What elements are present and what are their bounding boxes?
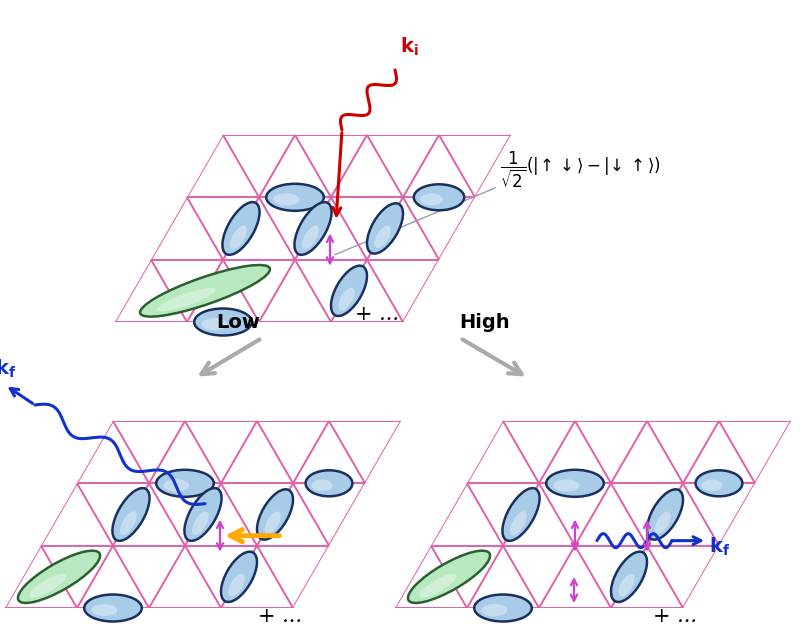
Ellipse shape <box>414 184 464 211</box>
Ellipse shape <box>221 552 257 602</box>
Ellipse shape <box>202 318 227 330</box>
Ellipse shape <box>338 288 354 310</box>
Ellipse shape <box>163 479 190 492</box>
Text: High: High <box>460 313 510 332</box>
Ellipse shape <box>302 225 318 249</box>
Text: $\dfrac{1}{\sqrt{2}}(|\!\uparrow\downarrow\rangle - |\!\downarrow\uparrow\rangle: $\dfrac{1}{\sqrt{2}}(|\!\uparrow\downarr… <box>500 150 661 190</box>
Ellipse shape <box>331 266 367 316</box>
Ellipse shape <box>113 488 150 541</box>
Text: $\mathbf{k_f}$: $\mathbf{k_f}$ <box>709 536 730 558</box>
Ellipse shape <box>554 479 579 492</box>
Ellipse shape <box>294 202 331 255</box>
Text: + ...: + ... <box>258 607 302 626</box>
Ellipse shape <box>306 470 352 496</box>
Ellipse shape <box>367 204 403 253</box>
Ellipse shape <box>156 470 214 497</box>
Ellipse shape <box>696 470 742 496</box>
Ellipse shape <box>274 193 299 205</box>
Ellipse shape <box>30 574 66 598</box>
Ellipse shape <box>266 184 324 211</box>
Ellipse shape <box>618 574 634 596</box>
Text: + ...: + ... <box>653 607 697 626</box>
Ellipse shape <box>420 193 442 205</box>
Ellipse shape <box>419 574 457 598</box>
Ellipse shape <box>84 595 142 621</box>
Ellipse shape <box>702 479 722 492</box>
Ellipse shape <box>408 550 490 603</box>
Ellipse shape <box>546 470 604 497</box>
Ellipse shape <box>140 265 270 317</box>
Ellipse shape <box>185 488 222 541</box>
Ellipse shape <box>120 511 137 535</box>
Ellipse shape <box>647 490 683 540</box>
Text: + ...: + ... <box>355 305 399 324</box>
Ellipse shape <box>502 488 539 541</box>
Ellipse shape <box>510 511 526 535</box>
Ellipse shape <box>230 225 246 249</box>
Ellipse shape <box>229 574 245 596</box>
Ellipse shape <box>18 550 100 603</box>
Text: Low: Low <box>216 313 260 332</box>
Text: $\mathbf{k_i}$: $\mathbf{k_i}$ <box>400 36 418 58</box>
Ellipse shape <box>222 202 259 255</box>
Ellipse shape <box>192 511 209 535</box>
Ellipse shape <box>91 604 118 616</box>
Ellipse shape <box>311 479 333 492</box>
Ellipse shape <box>474 595 532 621</box>
Ellipse shape <box>482 604 507 616</box>
Ellipse shape <box>265 511 281 534</box>
Ellipse shape <box>157 288 215 311</box>
Ellipse shape <box>194 308 252 335</box>
Ellipse shape <box>611 552 647 602</box>
Ellipse shape <box>257 490 293 540</box>
Ellipse shape <box>654 511 670 534</box>
Text: $\mathbf{k_f}$: $\mathbf{k_f}$ <box>0 358 16 380</box>
Ellipse shape <box>374 225 390 248</box>
